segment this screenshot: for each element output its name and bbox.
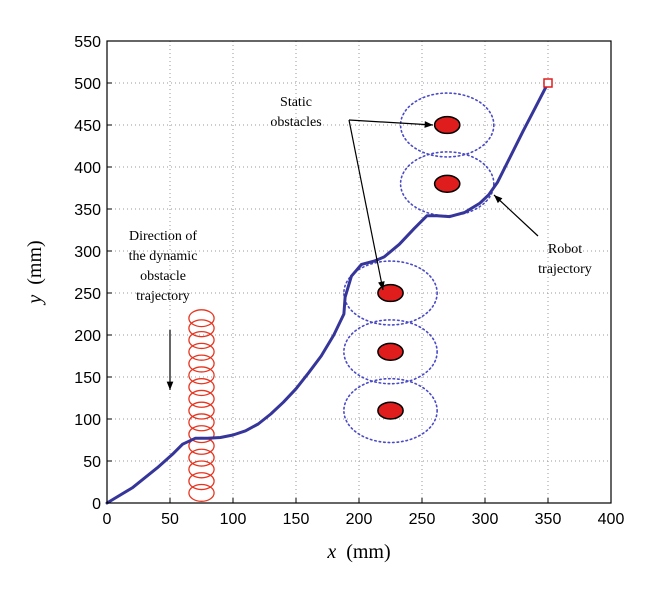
static-obstacle [433,174,461,193]
arrow-static-lower [348,119,384,291]
goal-marker [543,78,553,88]
x-tick-label: 350 [535,511,562,528]
dynamic-obstacle-position [188,342,215,361]
annotations: Static obstacles Direction of the dynamic ob… [129,95,592,390]
safety-region [399,151,495,217]
x-ticks: 0 50 100 150 200 250 300 350 400 [103,498,625,528]
safety-regions [343,92,495,444]
robot-trajectory-line [105,81,550,505]
arrow-static-upper-head [424,121,433,128]
safety-region [399,92,495,158]
x-tick-label: 100 [220,511,247,528]
dynamic-obstacle-position [188,309,215,328]
dynamic-obstacle-position [188,483,215,502]
x-axis-label: x (mm) [326,541,390,563]
dynamic-obstacle-position [188,448,215,467]
x-tick-label: 400 [598,511,625,528]
dynamic-obstacle [188,309,215,502]
arrow-static-lower-head [378,281,385,290]
y-tick-label: 350 [74,202,101,219]
static-obstacles [377,115,461,420]
y-tick-label: 300 [74,244,101,261]
y-tick-label: 150 [74,370,101,387]
safety-region [343,319,438,385]
y-tick-label: 0 [92,496,101,513]
dynamic-obstacle-position [188,425,215,444]
x-tick-label: 200 [346,511,373,528]
x-tick-label: 0 [103,511,112,528]
robot-trajectory-label: Robot trajectory [538,242,592,277]
arrow-static-upper [348,119,434,126]
dynamic-obstacle-position [188,472,215,491]
arrow-robot-trajectory-head [494,195,503,204]
safety-region [343,377,438,444]
y-tick-label: 400 [74,160,101,177]
static-obstacle [377,283,404,303]
x-tick-label: 250 [409,511,436,528]
y-tick-label: 100 [74,412,101,429]
y-tick-label: 50 [83,454,101,471]
x-axis-unit: (mm) [346,541,390,563]
y-tick-label: 500 [74,76,101,93]
y-axis-var: y [24,295,46,306]
x-axis-var: x [326,541,336,563]
y-tick-label: 450 [74,118,101,135]
dynamic-obstacle-position [188,460,215,479]
dynamic-obstacle-position [188,378,215,397]
static-obstacle [433,115,461,135]
dynamic-obstacle-position [188,401,215,420]
static-obstacle [377,401,404,420]
dynamic-obstacle-position [188,319,215,338]
dynamic-obstacle-position [188,389,215,408]
x-tick-label: 150 [283,511,310,528]
robot-trajectory [105,78,553,505]
safety-region [343,260,438,326]
arrow-robot-trajectory [493,194,539,237]
static-obstacle [377,342,404,361]
y-tick-label: 550 [74,34,101,51]
y-tick-label: 250 [74,286,101,303]
dynamic-obstacle-position [188,413,215,432]
dynamic-obstacle-label: Direction of the dynamic obstacle trajector… [129,229,198,304]
y-ticks: 0 50 100 150 200 250 300 350 400 450 500 550 [74,34,112,513]
x-tick-label: 300 [472,511,499,528]
x-tick-label: 50 [161,511,179,528]
static-obstacles-label: Static obstacles [270,95,321,130]
y-axis-label: y (mm) [24,240,46,305]
dynamic-obstacle-position [188,354,215,373]
dynamic-obstacle-position [188,366,215,385]
dynamic-obstacle-position [188,330,215,350]
y-axis-unit: (mm) [24,240,46,284]
arrow-dynamic-direction-head [166,381,174,390]
y-tick-label: 200 [74,328,101,345]
